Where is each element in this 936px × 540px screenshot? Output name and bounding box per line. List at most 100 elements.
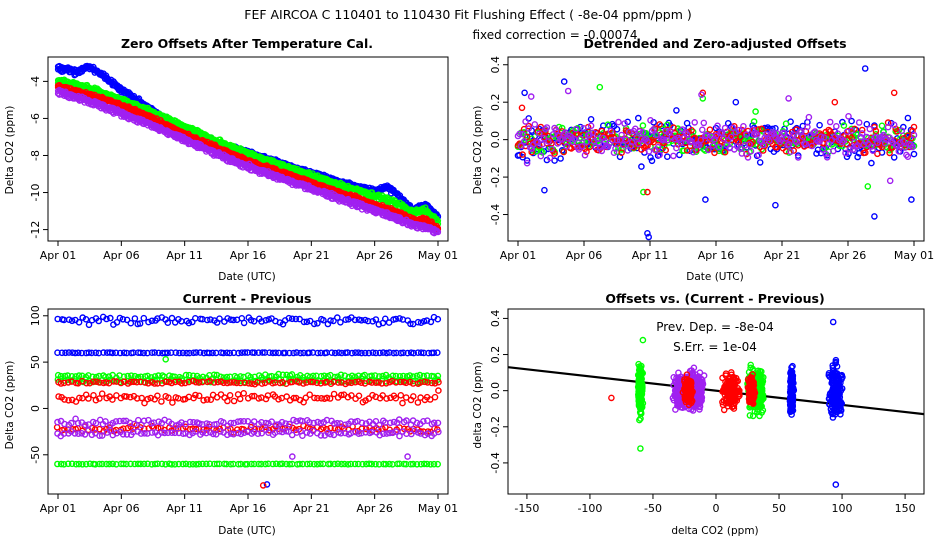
data-point <box>816 121 823 129</box>
data-point <box>65 349 73 356</box>
data-point <box>288 315 296 323</box>
data-point <box>203 316 211 324</box>
data-point <box>758 125 766 133</box>
figure-subtitle: fixed correction = -0.00074 <box>472 28 637 42</box>
data-point <box>638 382 646 390</box>
data-point <box>272 460 280 468</box>
data-point <box>192 349 200 356</box>
data-point <box>358 419 366 427</box>
data-point <box>676 127 683 134</box>
data-point <box>520 138 528 145</box>
data-point <box>64 372 71 379</box>
data-point <box>317 419 325 427</box>
data-point <box>296 460 303 468</box>
data-point <box>810 129 817 137</box>
data-point <box>116 349 124 357</box>
data-point <box>327 424 334 432</box>
data-point <box>145 318 152 326</box>
x-tick-label: May 01 <box>418 249 458 262</box>
data-point <box>310 419 318 427</box>
data-point <box>323 394 331 402</box>
data-point <box>334 460 342 468</box>
data-point-extreme <box>864 183 872 190</box>
data-point <box>638 391 645 399</box>
data-point <box>830 147 837 155</box>
data-point <box>53 423 61 431</box>
data-point <box>433 349 441 357</box>
data-point <box>817 133 825 140</box>
data-point <box>169 399 176 406</box>
data-point <box>434 419 442 427</box>
data-point <box>714 122 721 130</box>
data-point <box>647 138 654 145</box>
data-point <box>158 398 165 405</box>
data-point <box>842 149 849 157</box>
data-point <box>245 379 252 387</box>
data-point <box>619 141 627 149</box>
data-point <box>202 429 210 437</box>
data-point <box>705 146 712 154</box>
data-point <box>708 145 715 153</box>
data-point <box>372 349 380 357</box>
data-point <box>140 460 148 468</box>
data-point <box>648 157 656 165</box>
data-point <box>910 150 918 158</box>
data-point <box>656 121 663 128</box>
data-point <box>248 380 255 388</box>
data-point <box>689 148 697 156</box>
data-point <box>127 372 135 380</box>
data-point <box>848 127 855 134</box>
data-point <box>300 380 307 387</box>
data-point <box>217 428 224 435</box>
data-point <box>386 429 393 437</box>
data-point <box>257 460 265 468</box>
data-point <box>259 349 266 356</box>
data-point <box>282 427 290 435</box>
data-point <box>85 349 93 357</box>
data-point <box>747 147 755 155</box>
data-point <box>293 429 301 436</box>
data-point <box>195 460 203 468</box>
data-point <box>85 395 92 402</box>
data-point <box>102 418 109 425</box>
data-point-extreme <box>886 177 894 185</box>
data-point <box>819 146 826 153</box>
data-point <box>310 320 318 328</box>
data-point <box>330 317 337 325</box>
data-point <box>61 420 68 428</box>
y-tick-label: -0.2 <box>489 416 502 437</box>
data-point <box>109 396 116 403</box>
data-point <box>721 148 729 156</box>
data-point <box>664 153 671 160</box>
data-point <box>113 429 120 437</box>
y-tick-label: 0.4 <box>489 310 502 328</box>
panel-title: Offsets vs. (Current - Previous) <box>605 291 824 306</box>
data-point <box>365 395 373 402</box>
data-point <box>368 460 376 468</box>
data-point <box>255 460 263 468</box>
data-point <box>519 153 526 161</box>
data-point <box>379 349 387 356</box>
data-points <box>53 313 442 489</box>
data-point <box>299 432 306 440</box>
data-point <box>660 142 668 150</box>
data-point <box>645 148 653 155</box>
data-point <box>647 117 654 124</box>
data-point <box>96 432 103 440</box>
data-point <box>227 419 235 427</box>
data-point <box>106 349 114 356</box>
data-point <box>261 423 269 431</box>
data-point <box>58 349 66 357</box>
x-tick-label: May 01 <box>894 249 934 262</box>
data-point <box>414 318 422 326</box>
data-point <box>162 378 170 386</box>
x-axis-label: Date (UTC) <box>218 525 275 537</box>
data-point <box>607 127 615 135</box>
data-point <box>130 420 138 428</box>
data-point <box>858 126 866 134</box>
data-point <box>773 143 781 151</box>
data-point <box>323 425 330 433</box>
data-point <box>709 142 717 149</box>
data-point <box>96 379 103 386</box>
data-point <box>341 460 348 468</box>
